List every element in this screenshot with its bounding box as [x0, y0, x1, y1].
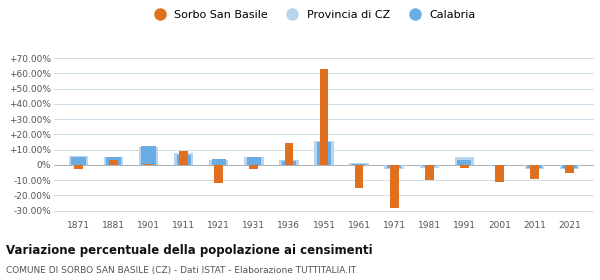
- Bar: [139, 147, 158, 165]
- Bar: [279, 160, 299, 165]
- Bar: [314, 141, 334, 165]
- Bar: [355, 165, 364, 188]
- Bar: [455, 157, 474, 165]
- Bar: [387, 165, 401, 168]
- Bar: [176, 155, 191, 165]
- Bar: [250, 165, 258, 169]
- Bar: [560, 165, 579, 169]
- Bar: [422, 165, 436, 167]
- Bar: [457, 160, 472, 165]
- Bar: [562, 165, 577, 168]
- Bar: [71, 157, 86, 165]
- Bar: [317, 142, 331, 165]
- Bar: [390, 165, 398, 208]
- Bar: [352, 164, 366, 165]
- Bar: [142, 146, 156, 165]
- Bar: [74, 165, 83, 169]
- Bar: [495, 165, 504, 182]
- Bar: [385, 165, 404, 169]
- Bar: [179, 151, 188, 165]
- Bar: [69, 156, 88, 165]
- Bar: [247, 157, 261, 165]
- Bar: [284, 143, 293, 165]
- Bar: [174, 153, 193, 165]
- Text: Variazione percentuale della popolazione ai censimenti: Variazione percentuale della popolazione…: [6, 244, 373, 256]
- Bar: [144, 164, 153, 165]
- Bar: [527, 165, 542, 168]
- Bar: [425, 165, 434, 180]
- Bar: [244, 157, 263, 165]
- Bar: [106, 157, 121, 165]
- Bar: [490, 165, 509, 167]
- Bar: [492, 165, 506, 167]
- Bar: [320, 69, 328, 165]
- Bar: [530, 165, 539, 179]
- Bar: [460, 165, 469, 168]
- Bar: [525, 165, 544, 169]
- Legend: Sorbo San Basile, Provincia di CZ, Calabria: Sorbo San Basile, Provincia di CZ, Calab…: [144, 6, 480, 24]
- Bar: [349, 164, 369, 165]
- Text: COMUNE DI SORBO SAN BASILE (CZ) - Dati ISTAT - Elaborazione TUTTITALIA.IT: COMUNE DI SORBO SAN BASILE (CZ) - Dati I…: [6, 266, 356, 275]
- Bar: [209, 160, 229, 165]
- Bar: [109, 160, 118, 165]
- Bar: [214, 165, 223, 183]
- Bar: [212, 159, 226, 165]
- Bar: [104, 157, 123, 165]
- Bar: [419, 165, 439, 168]
- Bar: [282, 161, 296, 165]
- Bar: [565, 165, 574, 173]
